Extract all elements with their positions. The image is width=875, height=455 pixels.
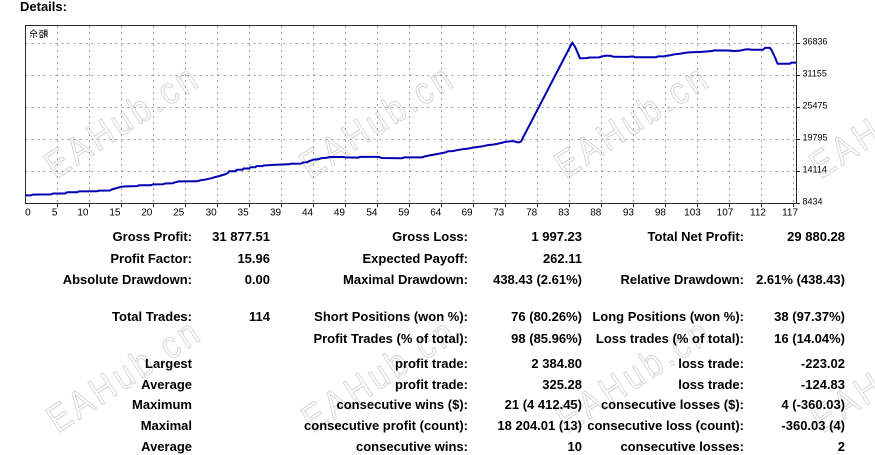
svg-text:8434: 8434 bbox=[803, 197, 823, 207]
svg-text:49: 49 bbox=[334, 208, 346, 219]
svg-text:10: 10 bbox=[77, 208, 89, 219]
svg-text:30: 30 bbox=[206, 208, 218, 219]
svg-text:78: 78 bbox=[526, 208, 538, 219]
svg-text:117: 117 bbox=[782, 208, 798, 219]
svg-text:25: 25 bbox=[173, 208, 185, 219]
svg-text:98: 98 bbox=[655, 208, 667, 219]
svg-text:31155: 31155 bbox=[803, 69, 827, 79]
svg-text:107: 107 bbox=[717, 208, 734, 219]
svg-text:44: 44 bbox=[302, 208, 314, 219]
svg-text:88: 88 bbox=[590, 208, 602, 219]
svg-text:35: 35 bbox=[238, 208, 250, 219]
svg-text:54: 54 bbox=[366, 208, 378, 219]
svg-text:14114: 14114 bbox=[803, 165, 827, 175]
svg-text:25475: 25475 bbox=[803, 101, 828, 111]
svg-text:103: 103 bbox=[684, 208, 701, 219]
svg-text:112: 112 bbox=[750, 208, 766, 219]
svg-text:36836: 36836 bbox=[803, 37, 828, 47]
svg-text:0: 0 bbox=[25, 208, 31, 219]
svg-text:64: 64 bbox=[430, 208, 442, 219]
svg-text:15: 15 bbox=[109, 208, 121, 219]
svg-text:19795: 19795 bbox=[803, 133, 828, 143]
svg-text:5: 5 bbox=[52, 208, 58, 219]
svg-text:69: 69 bbox=[461, 208, 473, 219]
svg-text:59: 59 bbox=[398, 208, 410, 219]
svg-text:93: 93 bbox=[623, 208, 635, 219]
svg-text:83: 83 bbox=[558, 208, 570, 219]
svg-text:20: 20 bbox=[141, 208, 153, 219]
svg-text:73: 73 bbox=[493, 208, 505, 219]
svg-text:39: 39 bbox=[270, 208, 282, 219]
